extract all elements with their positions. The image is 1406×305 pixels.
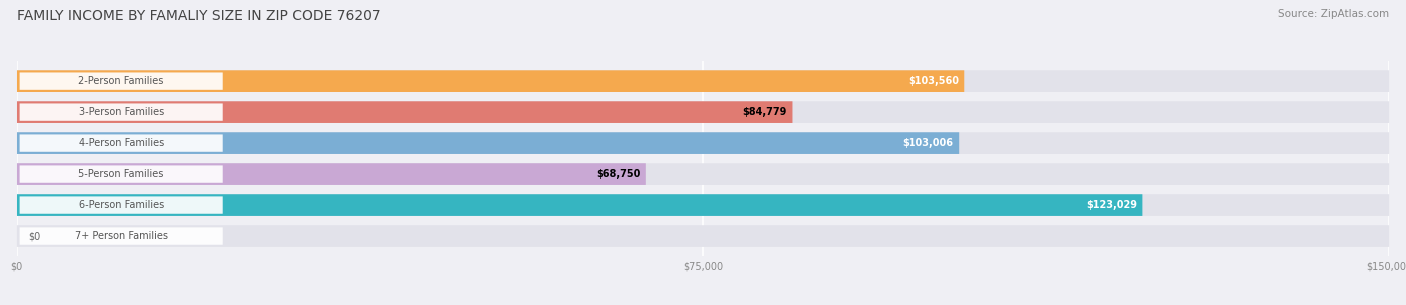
FancyBboxPatch shape: [17, 101, 793, 123]
FancyBboxPatch shape: [17, 70, 965, 92]
Text: 6-Person Families: 6-Person Families: [79, 200, 163, 210]
FancyBboxPatch shape: [17, 101, 1389, 123]
FancyBboxPatch shape: [17, 163, 1389, 185]
FancyBboxPatch shape: [20, 103, 222, 121]
FancyBboxPatch shape: [17, 132, 959, 154]
Text: 2-Person Families: 2-Person Families: [79, 76, 165, 86]
FancyBboxPatch shape: [20, 135, 222, 152]
Text: $84,779: $84,779: [742, 107, 787, 117]
FancyBboxPatch shape: [17, 70, 1389, 92]
FancyBboxPatch shape: [17, 194, 1143, 216]
Text: $123,029: $123,029: [1085, 200, 1137, 210]
FancyBboxPatch shape: [20, 228, 222, 245]
Text: Source: ZipAtlas.com: Source: ZipAtlas.com: [1278, 9, 1389, 19]
FancyBboxPatch shape: [17, 194, 1389, 216]
Text: 5-Person Families: 5-Person Families: [79, 169, 165, 179]
Text: $0: $0: [28, 231, 41, 241]
FancyBboxPatch shape: [17, 225, 1389, 247]
FancyBboxPatch shape: [17, 132, 1389, 154]
FancyBboxPatch shape: [20, 73, 222, 90]
Text: $103,560: $103,560: [908, 76, 959, 86]
FancyBboxPatch shape: [20, 196, 222, 214]
Text: $103,006: $103,006: [903, 138, 953, 148]
FancyBboxPatch shape: [17, 163, 645, 185]
Text: 3-Person Families: 3-Person Families: [79, 107, 163, 117]
FancyBboxPatch shape: [20, 165, 222, 183]
Text: FAMILY INCOME BY FAMALIY SIZE IN ZIP CODE 76207: FAMILY INCOME BY FAMALIY SIZE IN ZIP COD…: [17, 9, 381, 23]
Text: $68,750: $68,750: [596, 169, 640, 179]
Text: 7+ Person Families: 7+ Person Families: [75, 231, 167, 241]
Text: 4-Person Families: 4-Person Families: [79, 138, 163, 148]
